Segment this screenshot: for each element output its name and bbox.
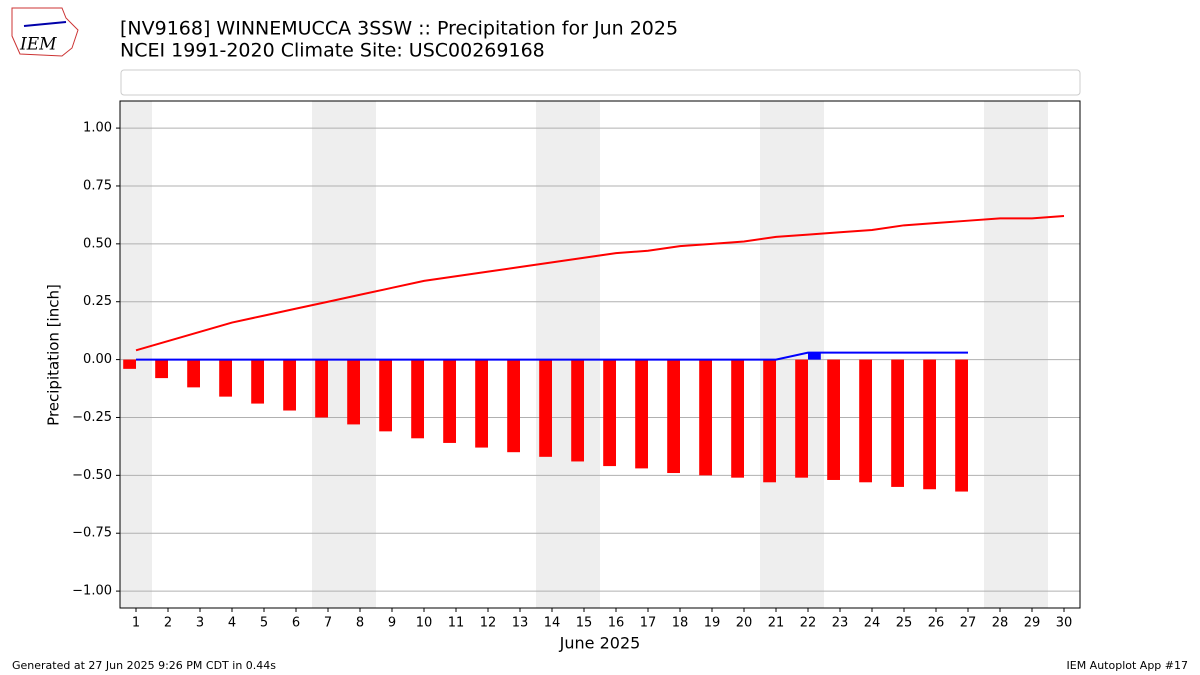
bar	[155, 359, 168, 379]
x-tick-label: 11	[448, 616, 465, 631]
x-tick-label: 3	[196, 616, 204, 631]
x-tick-label: 14	[544, 616, 561, 631]
bar	[283, 359, 296, 411]
bar	[891, 359, 904, 487]
y-tick-label: 0.00	[83, 352, 112, 367]
x-tick-label: 22	[800, 616, 817, 631]
x-tick-label: 12	[480, 616, 497, 631]
y-tick-label: −0.50	[72, 468, 112, 483]
bar	[699, 359, 712, 476]
x-tick-label: 17	[640, 616, 657, 631]
bar	[347, 359, 360, 425]
x-tick-label: 27	[960, 616, 977, 631]
x-axis-label: June 2025	[559, 634, 641, 653]
weekend-shade	[984, 101, 1016, 608]
x-tick-label: 23	[832, 616, 849, 631]
bar	[539, 359, 552, 457]
x-tick-label: 28	[992, 616, 1009, 631]
weekend-shade	[344, 101, 376, 608]
x-tick-label: 16	[608, 616, 625, 631]
bar	[571, 359, 584, 462]
weekend-shade	[1016, 101, 1048, 608]
x-tick-label: 5	[260, 616, 268, 631]
bar	[859, 359, 872, 483]
y-tick-label: 1.00	[83, 121, 112, 136]
x-tick-label: 4	[228, 616, 236, 631]
bar	[795, 359, 808, 478]
x-tick-label: 13	[512, 616, 529, 631]
bar	[731, 359, 744, 478]
bar	[123, 359, 136, 369]
x-tick-label: 19	[704, 616, 721, 631]
y-tick-label: −0.75	[72, 526, 112, 541]
x-tick-label: 26	[928, 616, 945, 631]
plot-frame	[119, 100, 1081, 609]
x-tick-label: 18	[672, 616, 689, 631]
x-tick-label: 2	[164, 616, 172, 631]
footer-right: IEM Autoplot App #17	[1067, 659, 1189, 672]
chart-title: [NV9168] WINNEMUCCA 3SSW :: Precipitatio…	[120, 18, 678, 40]
x-tick-label: 24	[864, 616, 881, 631]
bar	[219, 359, 232, 397]
logo-line	[23, 21, 67, 27]
x-tick-label: 29	[1024, 616, 1041, 631]
logo-text: IEM	[19, 35, 57, 55]
logo: IEM	[11, 7, 79, 57]
weekend-shade	[536, 101, 568, 608]
weekend-shade	[120, 101, 152, 608]
x-tick-label: 25	[896, 616, 913, 631]
bar	[379, 359, 392, 432]
bar	[667, 359, 680, 474]
bar	[955, 359, 968, 492]
x-tick-label: 10	[416, 616, 433, 631]
y-tick-label: −1.00	[72, 584, 112, 599]
x-tick-label: 1	[132, 616, 140, 631]
y-tick-label: −0.25	[72, 410, 112, 425]
bar	[808, 352, 821, 360]
weekend-shade	[568, 101, 600, 608]
weekend-shade	[312, 101, 344, 608]
line	[136, 351, 968, 361]
bar	[443, 359, 456, 443]
weekend-shade	[760, 101, 792, 608]
bar	[187, 359, 200, 388]
x-tick-label: 6	[292, 616, 300, 631]
line	[135, 215, 1065, 352]
bar	[763, 359, 776, 483]
y-axis-label: Precipitation [inch]	[45, 284, 63, 426]
x-tick-label: 15	[576, 616, 593, 631]
y-tick-label: 0.50	[83, 236, 112, 251]
x-tick-label: 30	[1056, 616, 1073, 631]
bar	[635, 359, 648, 469]
bar	[315, 359, 328, 418]
x-tick-label: 21	[768, 616, 785, 631]
x-tick-label: 7	[324, 616, 332, 631]
bar	[923, 359, 936, 490]
y-tick-label: 0.25	[83, 294, 112, 309]
x-tick-label: 9	[388, 616, 396, 631]
footer-left: Generated at 27 Jun 2025 9:26 PM CDT in …	[12, 659, 276, 672]
bar	[603, 359, 616, 467]
bar	[475, 359, 488, 448]
bar	[411, 359, 424, 439]
chart-subtitle: NCEI 1991-2020 Climate Site: USC00269168	[120, 40, 545, 62]
x-tick-label: 8	[356, 616, 364, 631]
bar	[251, 359, 264, 404]
logo-outline	[11, 7, 79, 57]
legend-box	[120, 69, 1081, 96]
bar	[507, 359, 520, 453]
bar	[827, 359, 840, 480]
x-tick-label: 20	[736, 616, 753, 631]
y-tick-label: 0.75	[83, 178, 112, 193]
